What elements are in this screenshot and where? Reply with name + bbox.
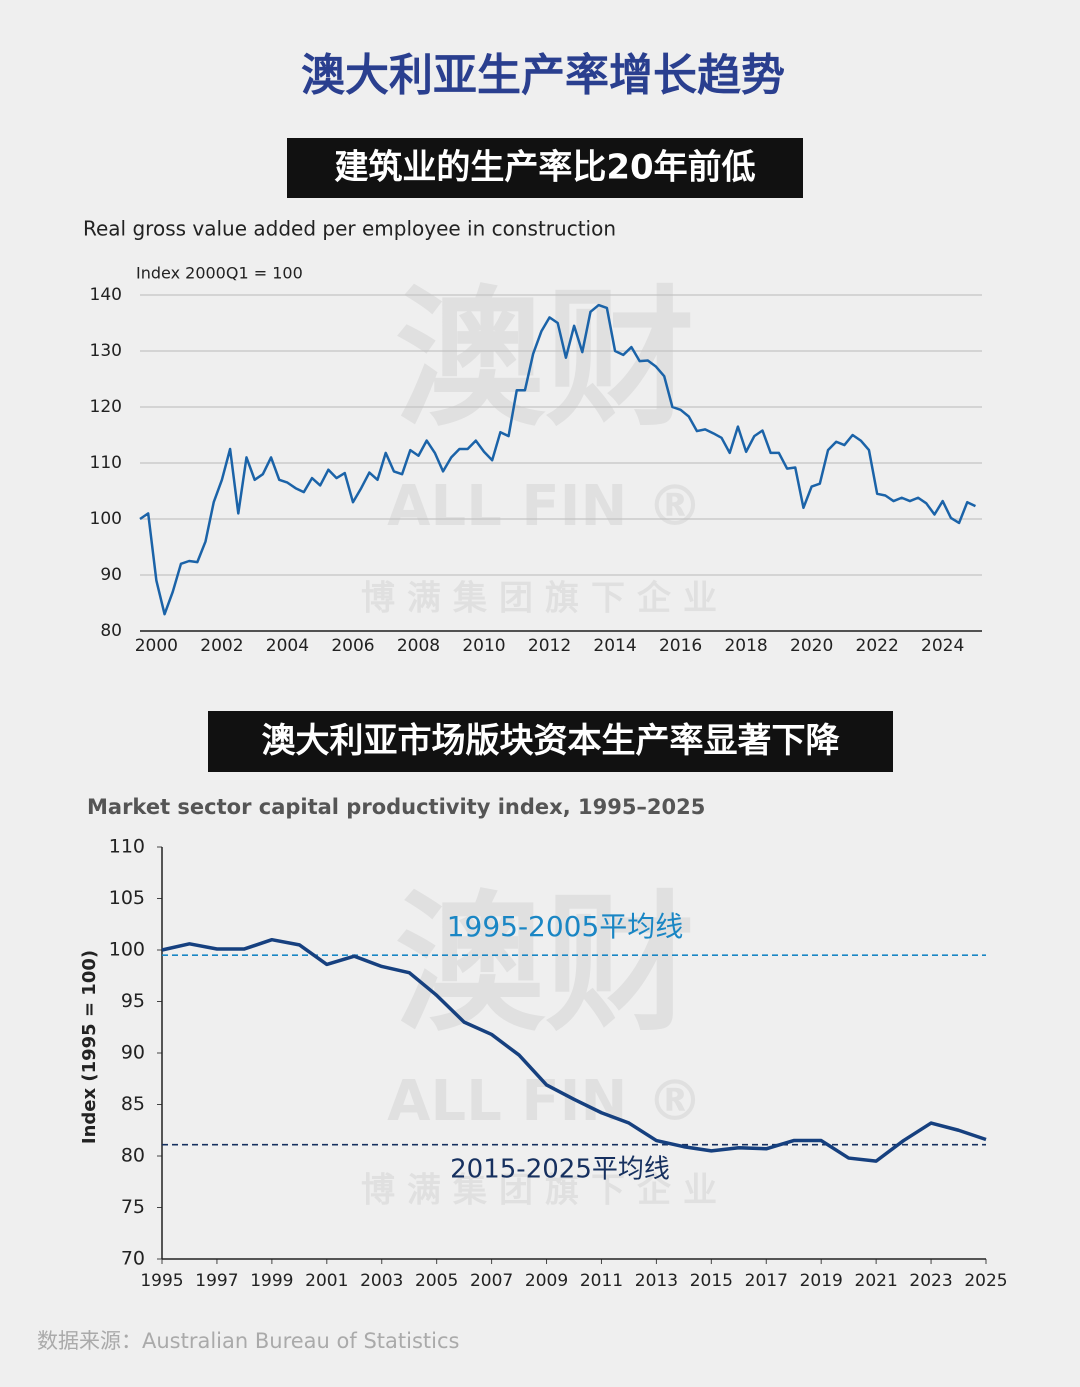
y-tick-label: 90 [121,1042,145,1064]
x-tick-label: 2014 [593,636,636,656]
y-tick-label: 90 [100,565,122,585]
x-tick-label: 2015 [690,1271,733,1291]
x-tick-label: 2012 [528,636,571,656]
x-tick-label: 2023 [909,1271,952,1291]
x-tick-label: 2025 [964,1271,1007,1291]
x-tick-label: 2003 [360,1271,403,1291]
y-tick-label: 95 [121,990,145,1012]
x-tick-label: 2006 [331,636,374,656]
y-tick-label: 80 [100,621,122,641]
y-tick-label: 85 [121,1093,145,1115]
x-tick-label: 1995 [140,1271,183,1291]
watermark: 澳财 [395,878,695,1052]
x-tick-label: 2018 [724,636,767,656]
chart-title: Real gross value added per employee in c… [83,217,616,241]
y-tick-label: 110 [109,836,145,858]
reference-label: 1995-2005平均线 [447,910,684,943]
watermark: 澳财 [395,273,695,447]
y-tick-label: 75 [121,1196,145,1218]
x-tick-label: 2020 [790,636,833,656]
y-tick-label: 100 [109,939,145,961]
chart-title: Market sector capital productivity index… [87,795,705,819]
x-tick-label: 2002 [200,636,243,656]
x-tick-label: 2022 [856,636,899,656]
banner-text: 建筑业的生产率比20年前低 [334,148,755,188]
x-tick-label: 1999 [250,1271,293,1291]
x-tick-label: 2008 [397,636,440,656]
watermark: 博满集团旗下企业 [361,579,729,619]
watermark: ALL FIN ® [387,474,703,539]
page-title: 澳大利亚生产率增长趋势 [301,50,785,101]
data-line [161,937,987,1163]
x-tick-label: 2013 [635,1271,678,1291]
y-tick-label: 100 [90,509,122,529]
y-axis-label: Index 2000Q1 = 100 [136,264,303,283]
x-tick-label: 2019 [800,1271,843,1291]
x-tick-label: 2004 [266,636,309,656]
y-tick-label: 105 [109,887,145,909]
watermark: 博满集团旗下企业 [361,1171,729,1211]
banner-text: 澳大利亚市场版块资本生产率显著下降 [262,721,841,761]
x-tick-label: 2024 [921,636,964,656]
x-tick-label: 2017 [745,1271,788,1291]
data-line [139,303,976,616]
x-tick-label: 2021 [855,1271,898,1291]
x-tick-label: 2007 [470,1271,513,1291]
x-tick-label: 2009 [525,1271,568,1291]
y-tick-label: 110 [90,453,122,473]
reference-label: 2015-2025平均线 [450,1155,670,1185]
y-tick-label: 70 [121,1248,145,1270]
x-tick-label: 2000 [135,636,178,656]
watermark: ALL FIN ® [387,1069,703,1134]
y-tick-label: 120 [90,397,122,417]
source: 数据来源：Australian Bureau of Statistics [37,1329,459,1353]
x-tick-label: 2005 [415,1271,458,1291]
x-tick-label: 2010 [462,636,505,656]
y-tick-label: 80 [121,1145,145,1167]
y-tick-label: 130 [90,341,122,361]
y-axis-label: Index (1995 = 100) [79,950,100,1144]
x-tick-label: 1997 [195,1271,238,1291]
x-tick-label: 2016 [659,636,702,656]
banner-box [208,711,893,772]
banner-box [287,138,803,198]
y-tick-label: 140 [90,285,122,305]
x-tick-label: 2001 [305,1271,348,1291]
x-tick-label: 2011 [580,1271,623,1291]
